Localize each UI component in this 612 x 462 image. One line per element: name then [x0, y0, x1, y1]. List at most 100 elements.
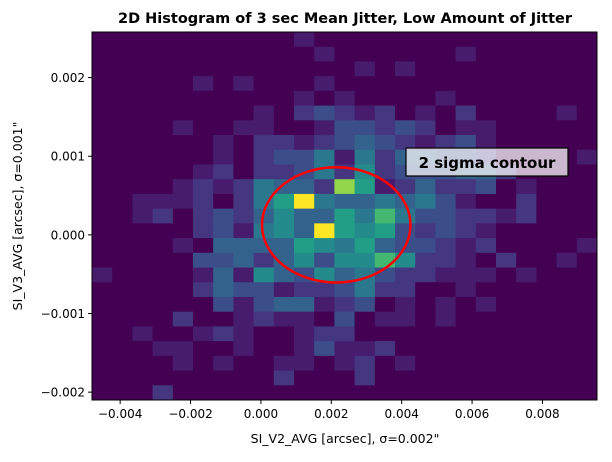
histogram-bin [374, 105, 396, 121]
histogram-bin [152, 370, 174, 386]
histogram-bin [475, 120, 497, 136]
histogram-bin [152, 223, 174, 239]
histogram-bin [253, 105, 275, 121]
histogram-bin [374, 193, 396, 210]
histogram-bin [455, 267, 477, 283]
histogram-bin [556, 76, 578, 92]
histogram-bin [374, 355, 396, 371]
histogram-bin [273, 61, 295, 77]
histogram-bin [334, 90, 355, 106]
histogram-bin [576, 120, 598, 136]
histogram-bin [132, 296, 153, 313]
histogram-bin [556, 32, 578, 48]
histogram-bin [354, 341, 376, 357]
histogram-bin [253, 179, 275, 195]
histogram-bin [455, 355, 477, 371]
histogram-bin [435, 208, 456, 224]
histogram-bin [354, 193, 376, 210]
histogram-bin [112, 76, 133, 92]
histogram-bin [556, 326, 578, 342]
histogram-bin [536, 252, 557, 268]
histogram-bin [475, 267, 497, 283]
histogram-bin [132, 61, 153, 77]
histogram-bin [213, 252, 234, 268]
histogram-bin [496, 208, 517, 224]
histogram-bin [536, 76, 557, 92]
histogram-bin [92, 46, 113, 62]
histogram-bin [253, 223, 275, 239]
histogram-bin [314, 208, 335, 224]
histogram-bin [415, 385, 436, 401]
histogram-bin [172, 282, 194, 298]
histogram-bin [92, 267, 113, 283]
histogram-bin [475, 311, 497, 327]
histogram-bin [273, 135, 295, 151]
histogram-bin [132, 370, 153, 386]
histogram-bin [294, 135, 315, 151]
histogram-bin [92, 252, 113, 268]
histogram-bin [112, 135, 133, 151]
histogram-bin [455, 326, 477, 342]
histogram-bin [475, 355, 497, 371]
histogram-bin [172, 90, 194, 106]
histogram-bin [213, 355, 234, 371]
histogram-bin [496, 223, 517, 239]
histogram-bin [354, 238, 376, 254]
histogram-bin [556, 252, 578, 268]
histogram-bin [112, 385, 133, 401]
histogram-bin [455, 370, 477, 386]
histogram-bin [112, 208, 133, 224]
histogram-bin [435, 179, 456, 195]
histogram-bin [273, 355, 295, 371]
histogram-bin [334, 32, 355, 48]
histogram-bin [294, 179, 315, 195]
histogram-bin [112, 90, 133, 106]
histogram-bin [354, 326, 376, 342]
histogram-bin [294, 120, 315, 136]
histogram-bin [233, 179, 254, 195]
histogram-bin [213, 179, 234, 195]
histogram-bin [132, 341, 153, 357]
histogram-bin [112, 179, 133, 195]
histogram-bin [233, 193, 254, 210]
histogram-bin [132, 282, 153, 298]
histogram-bin [334, 105, 355, 121]
histogram-bin [193, 223, 214, 239]
histogram-bin [576, 208, 598, 224]
histogram-bin [395, 282, 416, 298]
y-axis-label: SI_V3_AVG [arcsec], σ=0.001" [10, 122, 25, 311]
x-tick-label: −0.002 [168, 407, 212, 421]
histogram-bin [496, 105, 517, 121]
histogram-bin [496, 238, 517, 254]
histogram-bin [415, 76, 436, 92]
histogram-bin [172, 370, 194, 386]
histogram-bin [496, 179, 517, 195]
histogram-bin [374, 296, 396, 313]
histogram-bin [475, 193, 497, 210]
histogram-bin [354, 282, 376, 298]
histogram-bin [334, 179, 355, 195]
y-tick-label: 0.002 [51, 71, 85, 85]
histogram-bin [314, 311, 335, 327]
histogram-bin [475, 105, 497, 121]
histogram-bin [536, 385, 557, 401]
histogram-bin [516, 193, 537, 210]
histogram-bin [516, 32, 537, 48]
histogram-bin [172, 179, 194, 195]
histogram-bin [92, 326, 113, 342]
histogram-bin [536, 193, 557, 210]
histogram-bin [516, 46, 537, 62]
histogram-bin [152, 311, 174, 327]
histogram-bin [193, 61, 214, 77]
histogram-bin [374, 135, 396, 151]
histogram-bin [193, 311, 214, 327]
histogram-bin [294, 296, 315, 313]
histogram-bin [576, 179, 598, 195]
histogram-bin [496, 267, 517, 283]
histogram-bin [273, 385, 295, 401]
histogram-bin [496, 193, 517, 210]
histogram-bin [132, 238, 153, 254]
histogram-bin [475, 370, 497, 386]
histogram-bin [92, 282, 113, 298]
histogram-bin [435, 61, 456, 77]
